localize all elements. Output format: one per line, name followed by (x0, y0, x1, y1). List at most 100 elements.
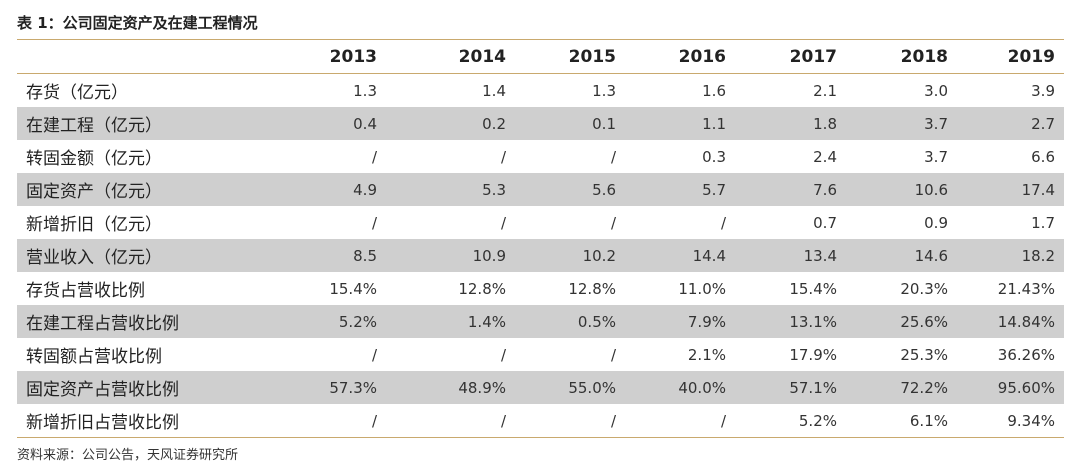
table-cell: 12.8% (458, 279, 506, 298)
table-cell: 1.1 (625, 107, 735, 140)
table-cell: 14.84% (957, 305, 1064, 338)
table-cell: 48.9% (386, 371, 515, 404)
table-cell: 13.4 (735, 239, 846, 272)
table-cell: / (371, 147, 377, 166)
row-label: 固定资产占营收比例 (17, 371, 245, 404)
row-label: 转固金额（亿元） (26, 149, 162, 169)
table-cell: 9.34% (957, 404, 1064, 438)
fixed-assets-table: 2013 2014 2015 2016 2017 2018 2019 存货（亿元… (17, 41, 1064, 438)
table-cell: / (610, 213, 616, 232)
table-cell: / (625, 404, 735, 438)
table-cell: 36.26% (997, 345, 1055, 364)
table-cell: 14.4 (625, 239, 735, 272)
table-cell: / (371, 213, 377, 232)
table-cell: 18.2 (957, 239, 1064, 272)
table-cell: 40.0% (625, 371, 735, 404)
table-cell: / (720, 213, 726, 232)
header-cell: 2013 (245, 41, 386, 74)
table-cell: 57.3% (245, 371, 386, 404)
table-cell: 55.0% (515, 371, 625, 404)
table-cell: 15.4% (789, 279, 837, 298)
table-cell: 1.3 (592, 81, 616, 100)
table-cell: / (515, 404, 625, 438)
row-label: 在建工程占营收比例 (17, 305, 245, 338)
table-cell: 1.4% (386, 305, 515, 338)
table-cell: 0.1 (515, 107, 625, 140)
table-cell: 3.9 (1031, 81, 1055, 100)
table-cell: / (500, 147, 506, 166)
table-cell: / (386, 404, 515, 438)
row-label: 转固额占营收比例 (26, 347, 162, 367)
table-row: 存货占营收比例 15.4% 12.8% 12.8% 11.0% 15.4% 20.3% 21.… (17, 272, 1064, 305)
table-cell: 0.5% (515, 305, 625, 338)
table-cell: 10.6 (846, 173, 957, 206)
header-cell: 2016 (625, 41, 735, 74)
table-row: 转固额占营收比例 / / / 2.1% 17.9% 25.3% 36.26% (17, 338, 1064, 371)
table-cell: 6.6 (1031, 147, 1055, 166)
table-cell: 21.43% (997, 279, 1055, 298)
table-row: 新增折旧（亿元） / / / / 0.7 0.9 1.7 (17, 206, 1064, 239)
row-label: 营业收入（亿元） (17, 239, 245, 272)
table-row: 营业收入（亿元） 8.5 10.9 10.2 14.4 13.4 14.6 18.2 (17, 239, 1064, 272)
table-cell: 2.1 (813, 81, 837, 100)
top-divider (17, 39, 1064, 40)
table-body: 存货（亿元） 1.3 1.4 1.3 1.6 2.1 3.0 3.9 在建工程（亿元） 0.4 0.… (17, 74, 1064, 438)
table-cell: / (500, 213, 506, 232)
table-cell: 0.2 (386, 107, 515, 140)
header-cell (17, 41, 245, 74)
table-cell: 5.2% (245, 305, 386, 338)
table-cell: 3.7 (924, 147, 948, 166)
table-title: 表 1：公司固定资产及在建工程情况 (17, 14, 258, 32)
row-label: 新增折旧占营收比例 (17, 404, 245, 438)
row-label: 新增折旧（亿元） (26, 215, 162, 235)
header-cell: 2014 (386, 41, 515, 74)
table-cell: 3.7 (846, 107, 957, 140)
table-cell: 2.7 (957, 107, 1064, 140)
table-cell: 10.9 (386, 239, 515, 272)
table-cell: 1.8 (735, 107, 846, 140)
row-label: 存货（亿元） (26, 83, 128, 103)
table-cell: 1.7 (1031, 213, 1055, 232)
table-row: 存货（亿元） 1.3 1.4 1.3 1.6 2.1 3.0 3.9 (17, 74, 1064, 108)
table-cell: 4.9 (245, 173, 386, 206)
table-cell: / (610, 345, 616, 364)
table-cell: 2.1% (687, 345, 726, 364)
table-cell: 1.3 (353, 81, 377, 100)
table-cell: 95.60% (957, 371, 1064, 404)
table-cell: 8.5 (245, 239, 386, 272)
row-label: 在建工程（亿元） (17, 107, 245, 140)
table-cell: 25.3% (900, 345, 948, 364)
table-cell: / (610, 147, 616, 166)
table-cell: 0.9 (924, 213, 948, 232)
table-row: 新增折旧占营收比例 / / //5.2% 6.1% 9.34% (17, 404, 1064, 438)
table-cell: 12.8% (568, 279, 616, 298)
header-cell: 2019 (957, 41, 1064, 74)
table-cell: / (500, 345, 506, 364)
header-cell: 2015 (515, 41, 625, 74)
table-cell: 5.3 (386, 173, 515, 206)
table-cell: 72.2% (846, 371, 957, 404)
table-cell: / (245, 404, 386, 438)
table-row: 固定资产（亿元） 4.9 5.3 5.6 5.7 7.6 10.6 17.4 (17, 173, 1064, 206)
table-cell: 0.4 (245, 107, 386, 140)
table-cell: 7.6 (735, 173, 846, 206)
table-row: 固定资产占营收比例 57.3% 48.9% 55.0% 40.0% 57.1% 72.2% 9… (17, 371, 1064, 404)
table-cell: / (371, 345, 377, 364)
table-cell: 25.6% (846, 305, 957, 338)
table-cell: 1.6 (702, 81, 726, 100)
table-cell: 2.4 (813, 147, 837, 166)
table-cell: 6.1% (846, 404, 957, 438)
table-cell: 5.2% (735, 404, 846, 438)
table-cell: 20.3% (900, 279, 948, 298)
table-cell: 15.4% (329, 279, 377, 298)
table-cell: 13.1% (735, 305, 846, 338)
table-cell: 0.7 (813, 213, 837, 232)
table-cell: 17.4 (957, 173, 1064, 206)
header-cell: 2018 (846, 41, 957, 74)
table-cell: 7.9% (625, 305, 735, 338)
table-cell: 11.0% (678, 279, 726, 298)
table-cell: 17.9% (789, 345, 837, 364)
table-row: 在建工程（亿元） 0.4 0.2 0.1 1.1 1.8 3.7 2.7 (17, 107, 1064, 140)
table-cell: 10.2 (515, 239, 625, 272)
header-cell: 2017 (735, 41, 846, 74)
